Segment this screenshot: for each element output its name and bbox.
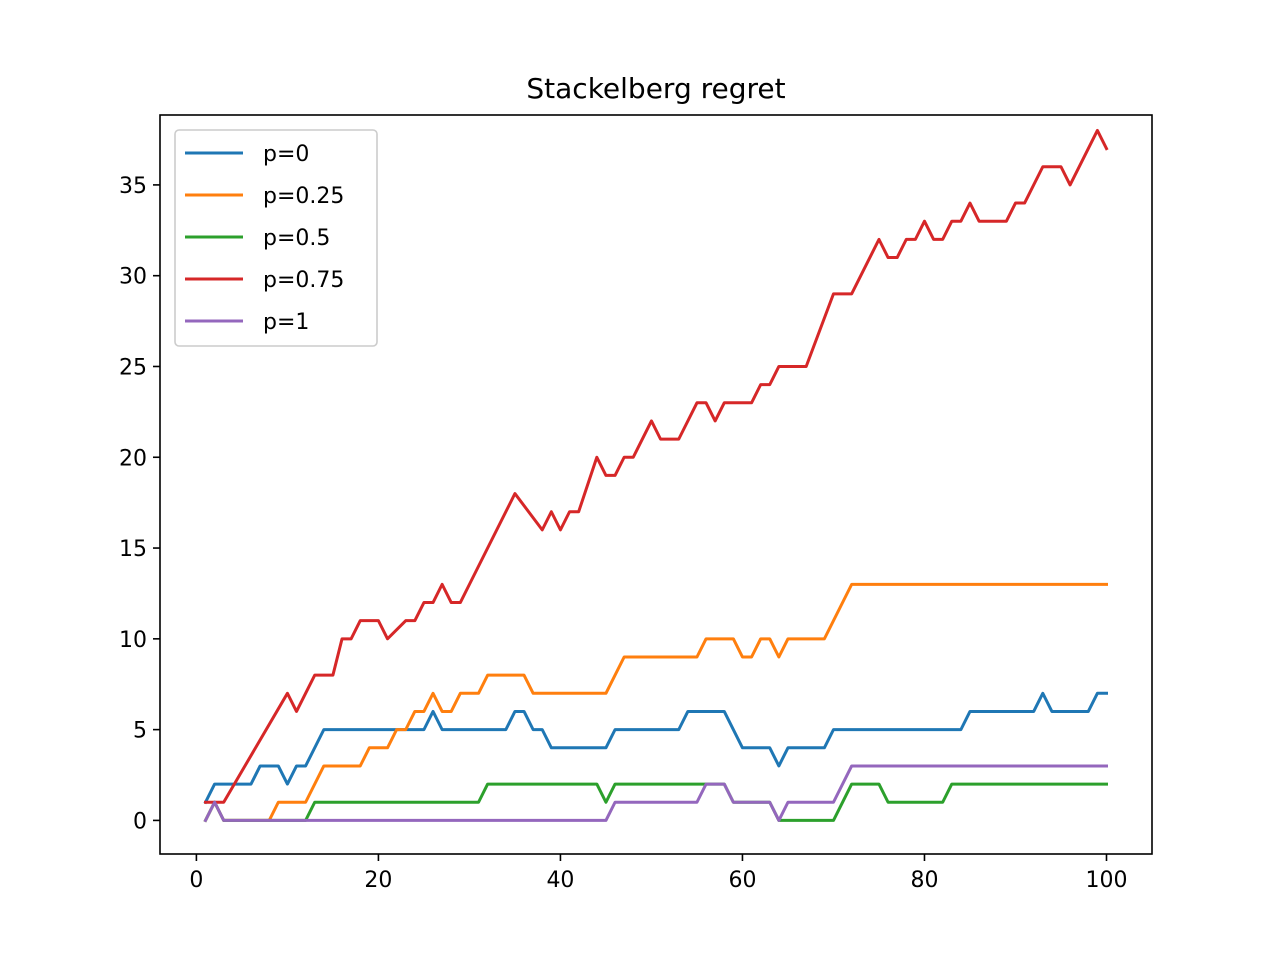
x-tick-label: 100 — [1085, 868, 1127, 893]
legend-label-4: p=1 — [263, 310, 309, 335]
series-line-4 — [203, 764, 1108, 823]
y-tick-label: 0 — [133, 809, 147, 834]
legend-label-2: p=0.5 — [263, 226, 330, 251]
legend: p=0 p=0.25 p=0.5 p=0.75 p=1 — [174, 129, 378, 347]
series-line-1 — [203, 582, 1108, 823]
x-axis-ticks: 0 20 40 60 80 100 — [189, 854, 1127, 893]
x-tick-label: 60 — [728, 868, 756, 893]
y-tick-label: 20 — [119, 446, 147, 471]
x-tick-label: 40 — [546, 868, 574, 893]
y-tick-label: 10 — [119, 628, 147, 653]
chart-title: Stackelberg regret — [526, 72, 785, 105]
y-axis-ticks: 0 5 10 15 20 25 30 35 — [119, 174, 160, 834]
x-tick-label: 20 — [364, 868, 392, 893]
x-tick-label: 80 — [910, 868, 938, 893]
y-tick-label: 35 — [119, 174, 147, 199]
legend-label-1: p=0.25 — [263, 184, 344, 209]
x-tick-label: 0 — [189, 868, 203, 893]
y-tick-label: 30 — [119, 265, 147, 290]
y-tick-label: 5 — [133, 719, 147, 744]
legend-label-3: p=0.75 — [263, 268, 344, 293]
legend-entries: p=0 p=0.25 p=0.5 p=0.75 p=1 — [185, 142, 344, 335]
axes-frame — [159, 114, 1153, 855]
legend-box — [174, 129, 378, 347]
y-tick-label: 15 — [119, 537, 147, 562]
y-tick-label: 25 — [119, 355, 147, 380]
series-line-0 — [203, 691, 1108, 805]
series-line-3 — [204, 128, 1109, 804]
series-lines — [203, 128, 1109, 823]
legend-label-0: p=0 — [263, 142, 309, 167]
